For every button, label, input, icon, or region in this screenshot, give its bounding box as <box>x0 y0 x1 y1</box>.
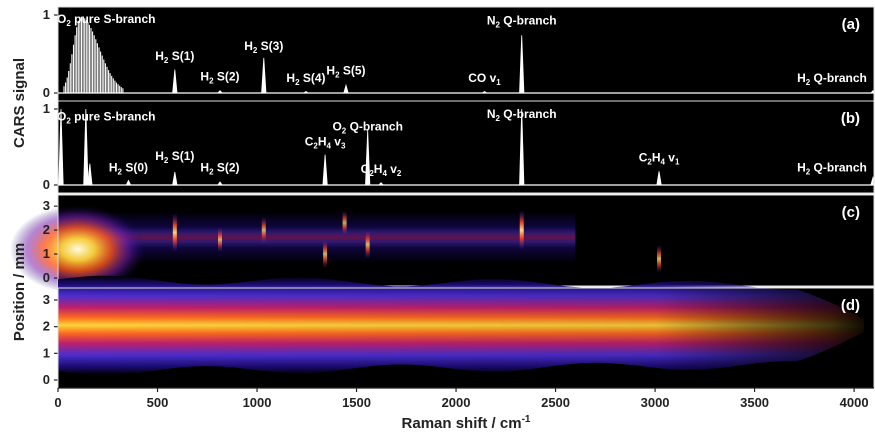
panel-id: (a) <box>842 16 860 33</box>
x-axis: 0 500 1000 1500 2000 2500 3000 3500 4000 <box>54 387 874 410</box>
peak <box>83 108 89 186</box>
image-feature <box>172 213 177 252</box>
panel-b: N2/O2 pure S-branch H2 S(0) H2 S(1) H2 S(2)… <box>41 100 875 194</box>
peak <box>172 172 178 186</box>
x-tick-label: 2000 <box>442 395 471 410</box>
panel-frame <box>57 100 875 194</box>
panel-id: (d) <box>841 297 860 314</box>
peak <box>519 108 525 186</box>
peak <box>481 90 488 94</box>
x-tick-label: 2500 <box>541 395 570 410</box>
y-tick-label: 1 <box>43 246 50 261</box>
peak <box>261 57 267 94</box>
peak-label: H2 S(1) <box>155 149 194 165</box>
y-tick-label: 2 <box>43 222 50 237</box>
peak-label: N2 Q-branch <box>487 107 557 123</box>
y-tick-label: 0 <box>43 372 50 387</box>
peak <box>216 90 224 94</box>
panel-id: (c) <box>842 204 860 221</box>
y-tick-label: 0 <box>43 85 50 100</box>
x-tick-label: 3000 <box>641 395 670 410</box>
peak <box>656 171 662 186</box>
y-tick-label: 1 <box>43 101 50 116</box>
x-tick-label: 1000 <box>243 395 272 410</box>
image-feature <box>365 230 370 259</box>
rotational-lines <box>63 16 124 93</box>
panel-background <box>58 7 874 101</box>
panel-d: 0 1 2 3 (d) <box>43 275 875 389</box>
panel-id: (b) <box>841 110 860 127</box>
y-label-spectra: CARS signal <box>11 58 28 148</box>
panel-background <box>58 101 874 193</box>
image-feature <box>218 227 223 253</box>
peak-label: O2 Q-branch <box>332 119 402 135</box>
x-tick-label: 4000 <box>840 395 869 410</box>
beam-band-fill <box>58 275 864 375</box>
y-tick-label: 1 <box>43 345 50 360</box>
peak-label: H2 S(5) <box>326 63 365 79</box>
y-label-images: Position / mm <box>11 243 28 341</box>
y-tick-label: 0 <box>43 177 50 192</box>
peak <box>217 181 223 186</box>
y-tick-label: 0 <box>43 270 50 285</box>
peak <box>125 179 132 186</box>
panels: N2/O2 pure S-branch H2 S(1) H2 S(2) H2 S(3)… <box>9 6 875 389</box>
y-tick-label: 2 <box>43 319 50 334</box>
x-tick-label: 500 <box>147 395 169 410</box>
peak-label: N2 Q-branch <box>487 13 557 29</box>
peak-label: H2 S(4) <box>286 71 325 87</box>
peak-label: H2 S(1) <box>155 49 194 65</box>
image-feature <box>657 244 662 274</box>
peak-label: CO v1 <box>468 71 501 87</box>
image-feature <box>519 209 524 251</box>
peak <box>322 154 328 186</box>
y-tick-label: 1 <box>43 7 50 22</box>
beam-band <box>58 275 864 375</box>
peak <box>302 90 310 94</box>
peak <box>519 35 525 94</box>
peak <box>365 130 371 186</box>
peak <box>172 69 178 94</box>
y-tick-label: 3 <box>43 292 50 307</box>
peak <box>87 163 93 186</box>
image-feature <box>261 216 266 244</box>
peak-label: C2H4 v3 <box>305 134 346 150</box>
peak-label: H2 S(0) <box>109 160 148 176</box>
peak-label: N2/O2 pure S-branch <box>41 109 156 125</box>
peak-label: H2 Q-branch <box>797 160 867 176</box>
panel-c: 0 1 2 3 (c) <box>9 194 875 294</box>
x-tick-label: 0 <box>54 395 61 410</box>
x-axis-label: Raman shift / cm-1 <box>402 414 531 432</box>
peak-label: C2H4 v1 <box>639 150 680 166</box>
peak-label: H2 S(2) <box>200 70 239 86</box>
peak-label: C2H4 v2 <box>361 162 402 178</box>
y-axis-labels: CARS signal Position / mm <box>11 58 28 341</box>
image-feature <box>323 239 328 269</box>
peak <box>377 182 385 186</box>
image-feature <box>342 210 347 236</box>
x-tick-label: 3500 <box>740 395 769 410</box>
peak-label: H2 S(2) <box>200 160 239 176</box>
peak-label: H2 S(3) <box>244 39 283 55</box>
peak <box>343 83 349 94</box>
peak <box>58 108 64 186</box>
x-tick-label: 1500 <box>342 395 371 410</box>
peak-label: H2 Q-branch <box>797 71 867 87</box>
y-tick-label: 3 <box>43 198 50 213</box>
image-feature <box>9 205 146 294</box>
